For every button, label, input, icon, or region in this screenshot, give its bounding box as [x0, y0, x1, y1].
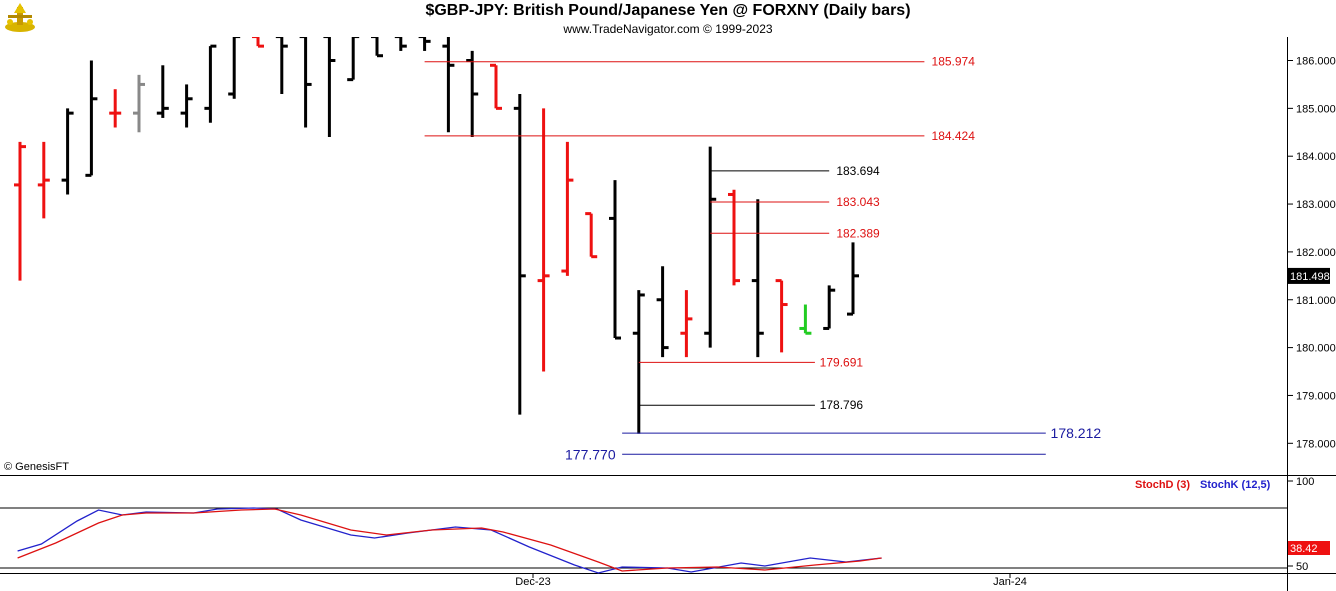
genesis-logo-icon	[2, 1, 38, 35]
y-tick-label: 183.000	[1296, 199, 1336, 211]
stoch-k-line	[17, 507, 882, 574]
level-label: 185.974	[932, 55, 976, 69]
y-tick-label: 178.000	[1296, 438, 1336, 450]
indicator-y-tick-label: 100	[1296, 476, 1314, 488]
last-price-label: 181.498	[1290, 271, 1330, 283]
y-tick-label: 186.000	[1296, 56, 1336, 68]
legend-stoch-k: StochK (12,5)	[1200, 479, 1271, 491]
indicator-y-tick-label: 50	[1296, 561, 1308, 573]
level-label: 179.691	[820, 355, 864, 369]
indicator-last-label: 38.42	[1290, 543, 1318, 555]
y-tick-label: 180.000	[1296, 343, 1336, 355]
last-price-badge	[1288, 267, 1330, 284]
level-label: 178.212	[1051, 425, 1102, 441]
legend-stoch-d: StochD (3)	[1135, 479, 1190, 491]
y-tick-label: 182.000	[1296, 247, 1336, 259]
data-credit: © GenesisFT	[4, 461, 69, 473]
x-tick-label: Dec-23	[515, 576, 550, 588]
stoch-d-line	[17, 508, 882, 572]
y-tick-label: 179.000	[1296, 390, 1336, 402]
y-tick-label: 185.000	[1296, 103, 1336, 115]
price-bars-group	[14, 37, 859, 434]
chart-subtitle: www.TradeNavigator.com © 1999-2023	[563, 22, 773, 36]
chart-title: $GBP-JPY: British Pound/Japanese Yen @ F…	[425, 2, 911, 19]
y-tick-label: 184.000	[1296, 151, 1336, 163]
indicator-last-badge	[1288, 541, 1330, 555]
level-label: 178.796	[820, 398, 864, 412]
level-label: 183.694	[836, 164, 880, 178]
level-label: 182.389	[836, 226, 880, 240]
level-label: 183.043	[836, 195, 880, 209]
y-tick-label: 181.000	[1296, 295, 1336, 307]
level-label: 184.424	[932, 129, 976, 143]
level-label: 177.770	[565, 446, 616, 462]
x-tick-label: Jan-24	[993, 576, 1027, 588]
